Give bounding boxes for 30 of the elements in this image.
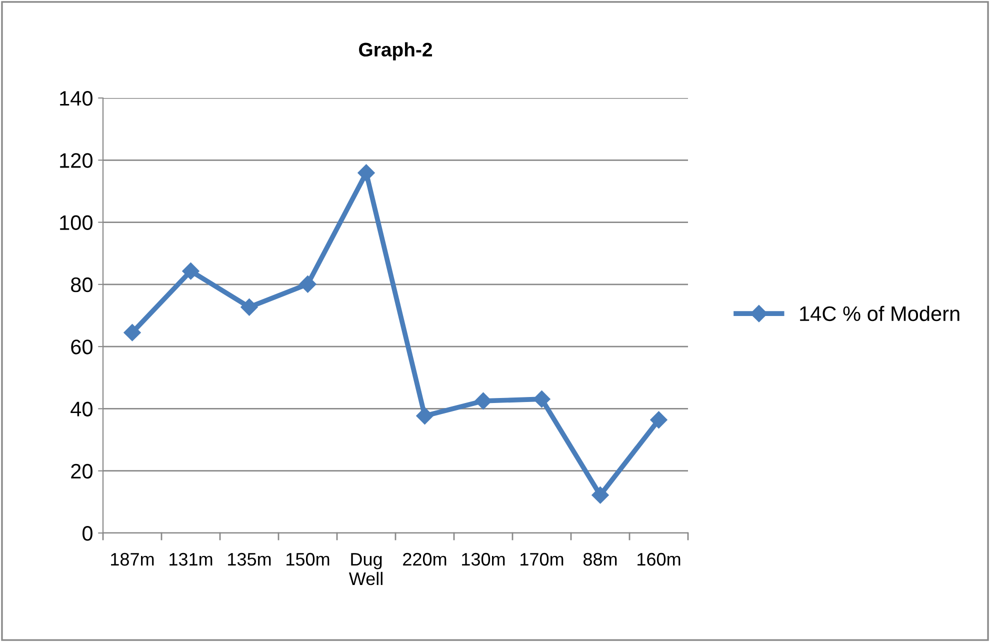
x-tick-label: 220m bbox=[403, 552, 446, 566]
y-tick-label: 0 bbox=[82, 526, 92, 541]
point bbox=[592, 486, 609, 504]
point bbox=[650, 411, 668, 428]
y-tick-label: 40 bbox=[70, 402, 92, 416]
x-tick-label: 130m bbox=[462, 552, 505, 566]
chart-title: Graph-2 bbox=[359, 42, 432, 60]
x-tick-label: 170m bbox=[520, 552, 564, 566]
point bbox=[474, 392, 492, 410]
point bbox=[416, 407, 434, 424]
y-tick-label: 20 bbox=[71, 464, 92, 479]
point bbox=[533, 390, 550, 408]
y-tick-label: 100 bbox=[60, 215, 92, 230]
x-tick-label: 131m bbox=[170, 552, 212, 566]
point bbox=[358, 164, 375, 182]
point bbox=[299, 276, 316, 293]
x-tick-label: 135m bbox=[228, 552, 271, 566]
y-tick-label: 120 bbox=[60, 153, 92, 168]
point bbox=[240, 298, 258, 316]
x-tick-label: Dug Well bbox=[348, 553, 382, 586]
x-tick-label: 150m bbox=[286, 552, 330, 566]
y-tick-label: 60 bbox=[71, 340, 92, 354]
x-tick-label: 88m bbox=[583, 552, 617, 566]
y-tick-label: 80 bbox=[71, 277, 92, 292]
x-tick-label: 187m bbox=[111, 552, 154, 566]
y-tick-label: 140 bbox=[60, 91, 92, 106]
point bbox=[182, 262, 200, 280]
legend-label: 14C % of Modern bbox=[800, 306, 960, 322]
x-tick-label: 160m bbox=[638, 552, 680, 566]
point bbox=[124, 324, 141, 342]
